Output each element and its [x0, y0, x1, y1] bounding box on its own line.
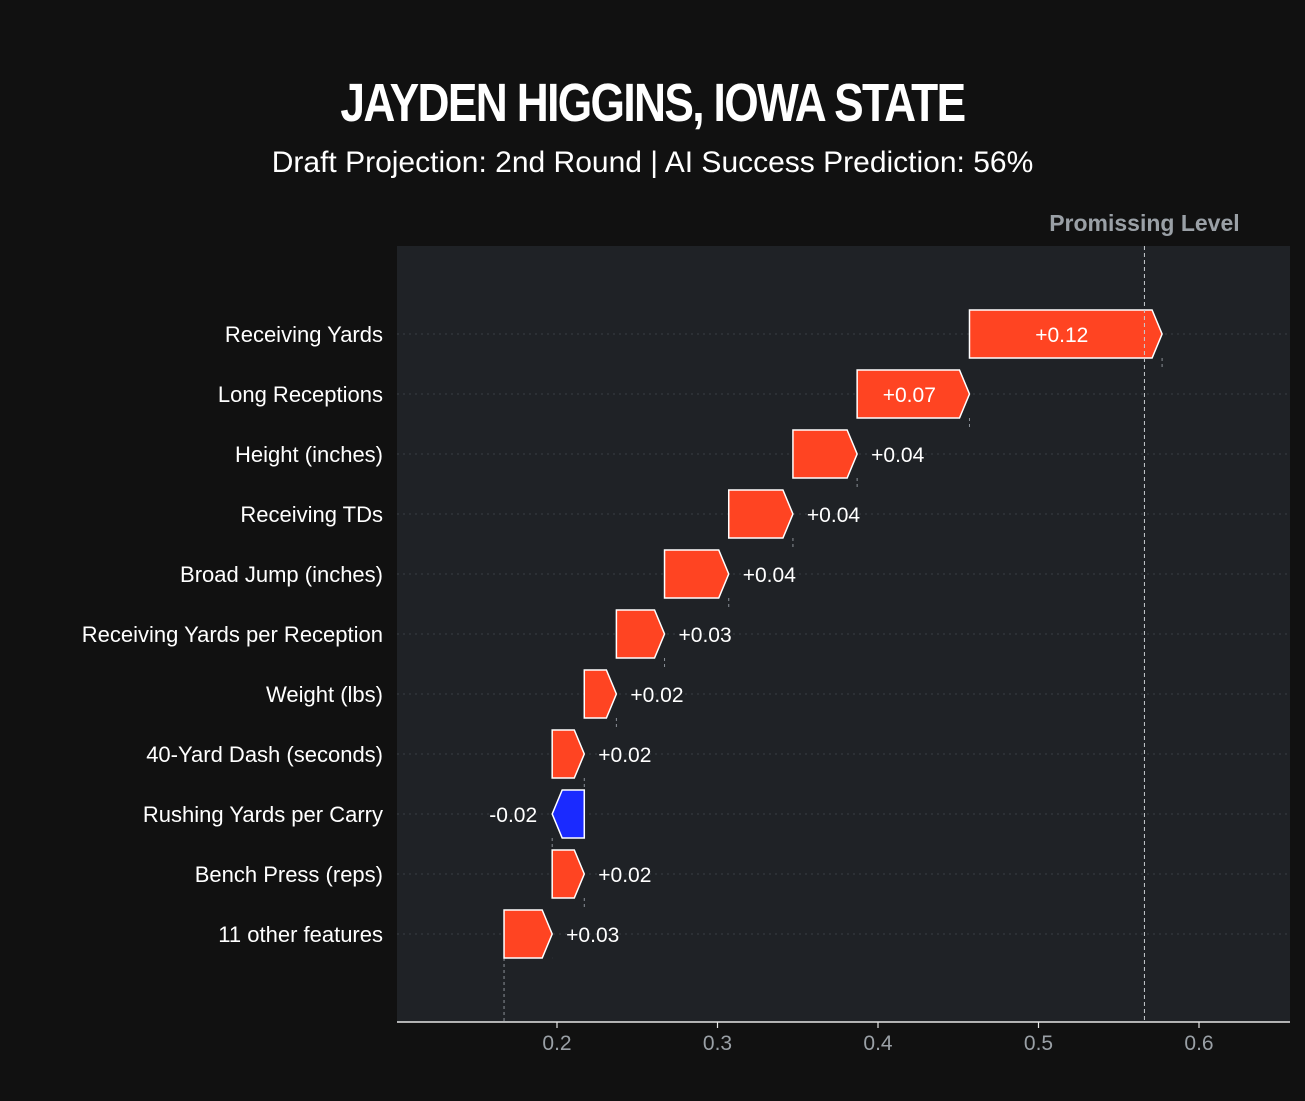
bar-positive — [503, 909, 553, 959]
bar-positive — [856, 369, 971, 419]
category-labels: Receiving Yards Long Receptions Height (in… — [82, 322, 383, 947]
value-label: +0.03 — [566, 924, 619, 947]
category-label: Receiving TDs — [240, 502, 383, 527]
x-tick-label: 0.2 — [542, 1032, 571, 1055]
category-label: Rushing Yards per Carry — [143, 802, 383, 827]
bar-positive — [551, 849, 586, 899]
value-label: +0.04 — [871, 444, 924, 467]
value-label: +0.02 — [630, 684, 683, 707]
category-label: Receiving Yards per Reception — [82, 622, 383, 647]
category-label: 11 other features — [218, 922, 383, 947]
value-label: +0.03 — [679, 624, 732, 647]
bar-positive — [968, 309, 1163, 359]
value-label: +0.07 — [883, 384, 936, 407]
bar-positive — [663, 549, 730, 599]
bar-positive — [727, 489, 794, 539]
category-label: Long Receptions — [218, 382, 383, 407]
value-label: +0.04 — [807, 504, 860, 527]
category-label: Height (inches) — [235, 442, 383, 467]
category-label: Receiving Yards — [225, 322, 383, 347]
category-label: Bench Press (reps) — [195, 862, 383, 887]
value-label: -0.02 — [489, 804, 537, 827]
bar-negative — [551, 789, 586, 839]
x-tick-label: 0.6 — [1184, 1032, 1213, 1055]
bar-positive — [551, 729, 586, 779]
x-tick-label: 0.3 — [703, 1032, 732, 1055]
x-axis: 0.2 0.3 0.4 0.5 0.6 — [397, 1021, 1290, 1055]
category-label: 40-Yard Dash (seconds) — [146, 742, 383, 767]
bar-positive — [615, 609, 666, 659]
connector-lines — [503, 358, 1163, 1022]
value-label: +0.12 — [1035, 324, 1088, 347]
chart-subtitle: Draft Projection: 2nd Round | AI Success… — [271, 146, 1034, 179]
chart-title: JAYDEN HIGGINS, IOWA STATE — [340, 73, 966, 133]
value-label: +0.02 — [598, 864, 651, 887]
reference-line-label: Promissing Level — [1049, 210, 1239, 236]
x-tick-label: 0.4 — [863, 1032, 893, 1055]
x-tick-label: 0.5 — [1024, 1032, 1053, 1055]
category-label: Broad Jump (inches) — [180, 562, 383, 587]
category-label: Weight (lbs) — [266, 682, 383, 707]
value-label: +0.02 — [598, 744, 651, 767]
bar-positive — [583, 669, 618, 719]
value-labels: +0.12 +0.07 +0.04 +0.04 +0.04 +0.03 +0.02 +0.02… — [489, 324, 1088, 947]
value-label: +0.04 — [743, 564, 796, 587]
bar-positive — [792, 429, 858, 479]
bars — [503, 309, 1163, 959]
